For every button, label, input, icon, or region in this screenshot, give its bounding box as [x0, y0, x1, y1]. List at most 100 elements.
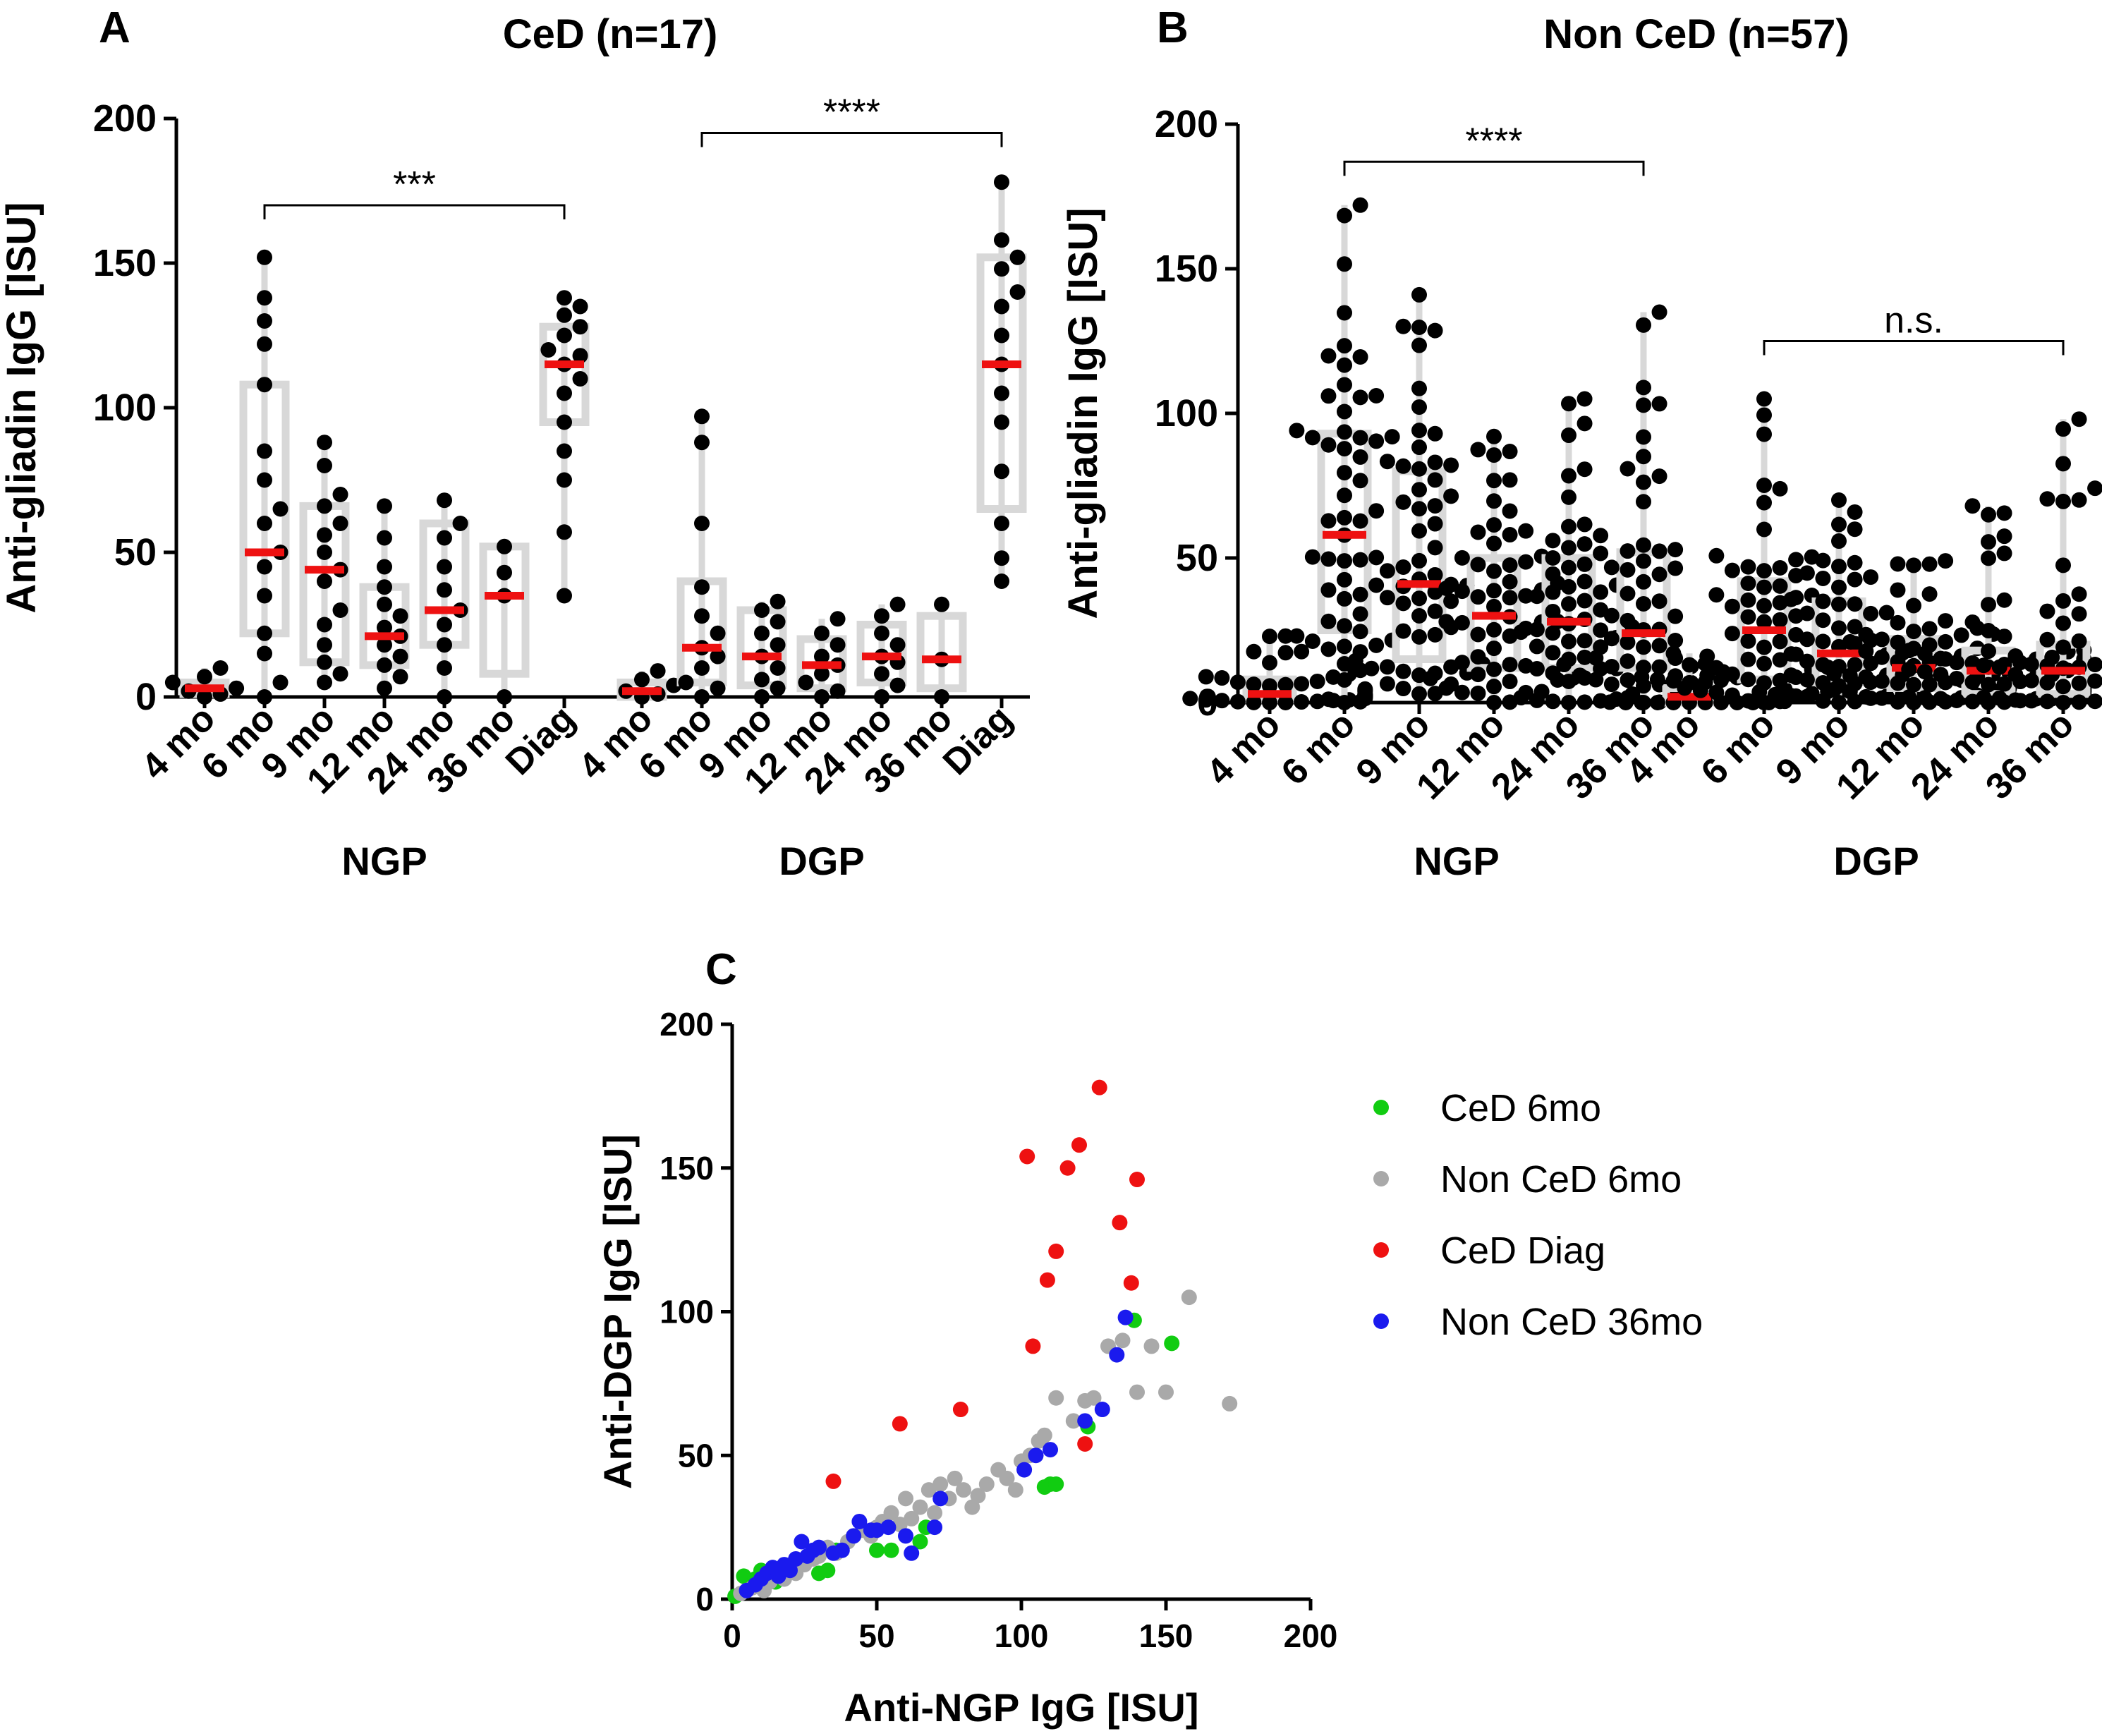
data-point [970, 1488, 986, 1504]
data-point [1368, 433, 1385, 449]
data-point [1438, 614, 1454, 630]
data-point [497, 538, 512, 554]
data-point [904, 1510, 920, 1526]
data-point [257, 313, 272, 329]
data-point [377, 596, 392, 612]
data-point [1561, 540, 1576, 556]
data-point [1996, 592, 2012, 608]
data-point [1262, 629, 1277, 645]
data-point [1772, 480, 1788, 497]
data-point [317, 617, 332, 633]
data-point [1634, 695, 1650, 710]
panel-c: C 0 50 100 150 200 0 50 100 150 200 Anti-DGP IgG [I… [595, 945, 1703, 1730]
data-point [1486, 517, 1502, 533]
data-point [1529, 638, 1545, 655]
data-point [1438, 580, 1454, 596]
data-point [1395, 681, 1411, 697]
data-point [1427, 540, 1443, 556]
data-point [1603, 607, 1620, 624]
panel-letter: C [705, 945, 737, 994]
data-point [1352, 449, 1368, 465]
data-point [2039, 693, 2055, 710]
data-point [883, 1542, 899, 1558]
data-point [1906, 624, 1921, 640]
data-point [994, 516, 1009, 531]
data-point [1368, 550, 1385, 566]
data-point [1352, 513, 1368, 529]
data-point [1368, 503, 1385, 519]
data-point [1028, 1447, 1044, 1464]
data-point [557, 588, 572, 604]
legend-marker [1373, 1100, 1389, 1115]
data-point [1337, 424, 1352, 440]
data-point [1545, 625, 1561, 641]
data-point [1025, 1338, 1041, 1354]
data-point [1815, 612, 1831, 629]
data-point [710, 648, 726, 664]
data-point [1842, 684, 1858, 700]
data-point [1667, 633, 1684, 649]
data-point [1561, 633, 1576, 650]
data-point [798, 674, 814, 691]
data-point [1304, 549, 1320, 565]
data-point [1384, 429, 1400, 445]
data-point [1337, 487, 1352, 504]
data-point [1513, 690, 1529, 706]
data-point [1009, 249, 1026, 265]
data-point [1486, 598, 1502, 614]
data-point [1665, 673, 1682, 689]
data-point [1411, 552, 1427, 569]
data-point [2055, 593, 2071, 609]
data-point [782, 1562, 798, 1579]
data-point [1921, 556, 1938, 572]
data-point [820, 1562, 836, 1579]
data-point [1620, 653, 1636, 669]
data-point [1454, 583, 1470, 600]
data-point [1337, 441, 1352, 457]
data-point [2087, 657, 2102, 673]
data-point [164, 674, 181, 691]
data-point [2071, 492, 2087, 508]
data-point [437, 637, 452, 653]
data-point [1529, 692, 1545, 708]
data-point [1561, 559, 1576, 576]
data-point [1740, 693, 1756, 709]
data-point [874, 666, 889, 682]
data-point [834, 1542, 850, 1558]
data-point [1454, 684, 1470, 700]
data-point [1756, 407, 1772, 423]
data-point [437, 617, 452, 633]
data-point [1229, 693, 1246, 710]
data-point [1906, 557, 1921, 573]
data-point [1486, 583, 1502, 599]
data-point [1486, 563, 1502, 579]
data-point [1309, 673, 1325, 689]
data-point [770, 593, 786, 609]
data-point [1486, 447, 1502, 463]
data-point [1901, 689, 1917, 705]
data-point [1545, 693, 1561, 710]
data-point [392, 608, 408, 624]
data-point [1518, 554, 1534, 570]
legend-marker [1373, 1242, 1389, 1258]
data-point [572, 371, 588, 387]
data-point [1665, 645, 1682, 662]
data-point [2055, 639, 2071, 655]
data-point [814, 648, 830, 664]
data-point [2071, 411, 2087, 427]
data-point [1651, 638, 1667, 654]
data-point [1454, 655, 1470, 671]
data-point [1486, 493, 1502, 509]
data-point [257, 472, 272, 488]
data-point [2039, 674, 2055, 691]
data-point [1933, 667, 1949, 683]
significance-bracket [700, 132, 1003, 147]
data-point [1799, 631, 1815, 648]
data-point [1502, 674, 1518, 690]
data-point [1411, 380, 1427, 396]
data-point [1320, 691, 1337, 708]
data-point [1277, 628, 1294, 644]
data-point [1094, 1402, 1110, 1418]
data-point [770, 637, 786, 653]
data-point [1576, 516, 1593, 533]
